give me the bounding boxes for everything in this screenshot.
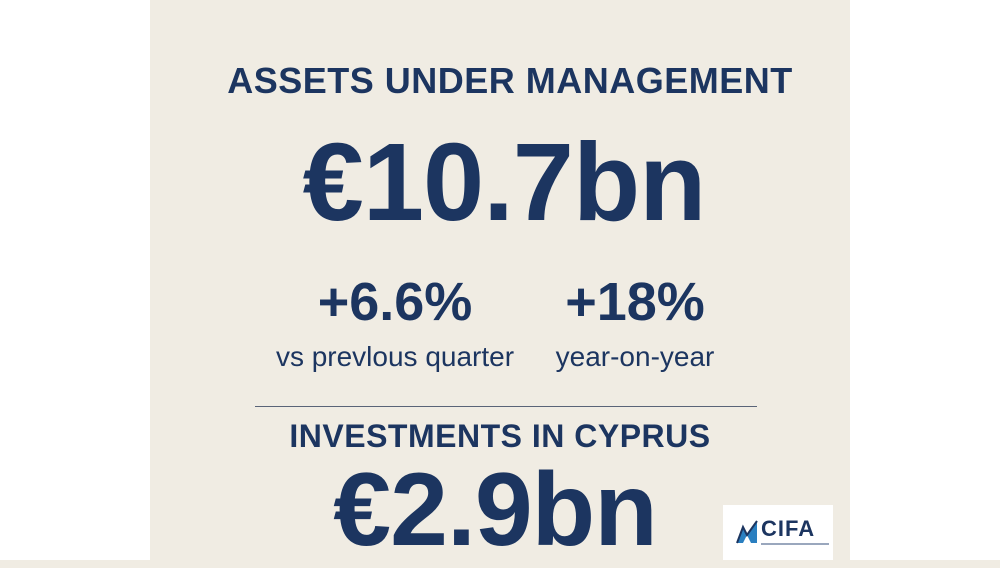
investments-title: INVESTMENTS IN CYPRUS <box>289 418 711 454</box>
stat-quarterly-label: vs prevlous quarter <box>275 341 515 372</box>
aum-title: ASSETS UNDER MANAGEMENT <box>227 60 793 101</box>
stat-quarterly-growth: +6.6% vs prevlous quarter <box>265 275 525 371</box>
investments-value: €2.9bn <box>333 452 657 568</box>
logo-tagline-rule <box>761 543 829 548</box>
left-margin <box>0 0 150 560</box>
stat-yearly-value: +18% <box>565 272 705 332</box>
cifa-logo-mark-icon <box>736 520 758 544</box>
cifa-logo: CIFA <box>723 505 833 560</box>
stat-quarterly-value: +6.6% <box>317 272 473 332</box>
logo-text: CIFA <box>761 516 816 541</box>
right-margin <box>850 0 1000 560</box>
aum-value: €10.7bn <box>302 121 707 244</box>
stat-yearly-label: year-on-year <box>555 341 715 372</box>
stat-yearly-growth: +18% year-on-year <box>535 275 735 371</box>
infographic-panel: ASSETS UNDER MANAGEMENT €10.7bn +6.6% vs… <box>150 0 850 568</box>
section-divider <box>255 406 757 407</box>
